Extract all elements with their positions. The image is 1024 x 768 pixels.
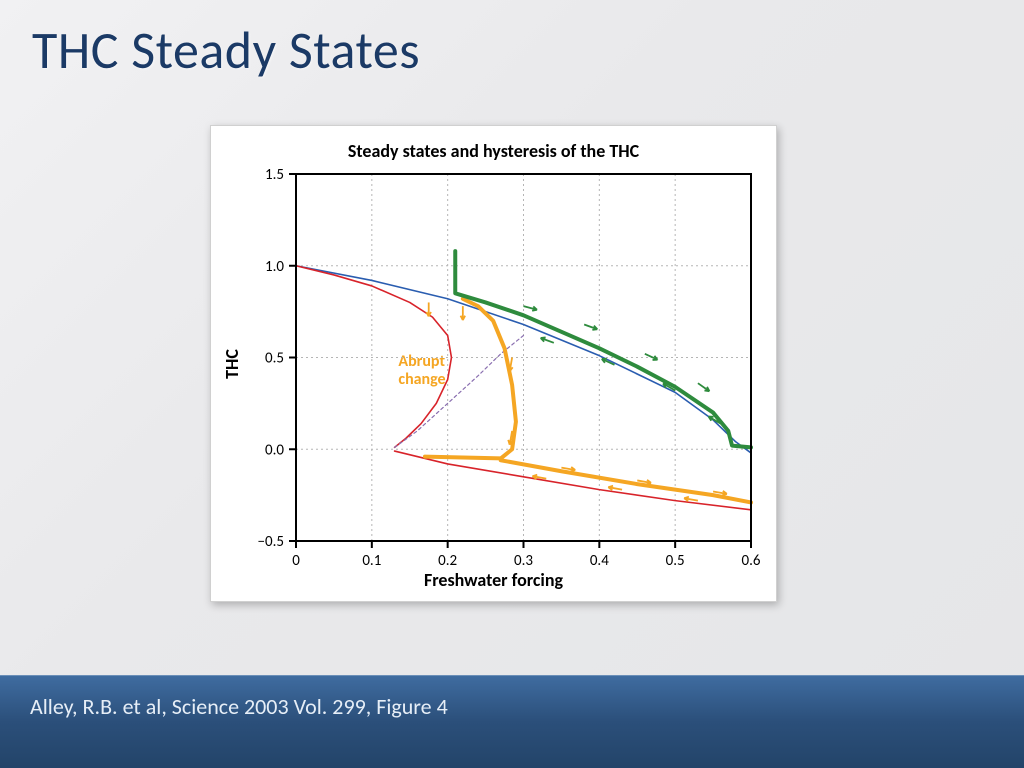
svg-text:0.5: 0.5 [666,552,685,570]
footer-bar: Alley, R.B. et al, Science 2003 Vol. 299… [0,675,1024,768]
svg-text:0.3: 0.3 [514,552,533,570]
svg-text:0: 0 [292,552,300,570]
svg-text:0.5: 0.5 [265,350,284,368]
slide: THC Steady States Steady states and hyst… [0,0,1024,768]
svg-text:1.5: 1.5 [265,166,284,184]
chart-svg: 0 0.1 0.2 0.3 0.4 0.5 0.6 −0.5 0.0 0.5 1.0 1.5 [211,126,776,601]
citation-text: Alley, R.B. et al, Science 2003 Vol. 299… [30,693,448,720]
svg-text:0.0: 0.0 [265,441,284,459]
svg-text:0.2: 0.2 [438,552,457,570]
svg-text:1.0: 1.0 [265,258,284,276]
slide-title: THC Steady States [32,18,420,82]
svg-text:0.1: 0.1 [362,552,381,570]
figure-container: Steady states and hysteresis of the THC … [210,125,777,602]
svg-text:0.6: 0.6 [742,552,761,570]
svg-text:−0.5: −0.5 [258,533,284,551]
svg-text:0.4: 0.4 [590,552,609,570]
